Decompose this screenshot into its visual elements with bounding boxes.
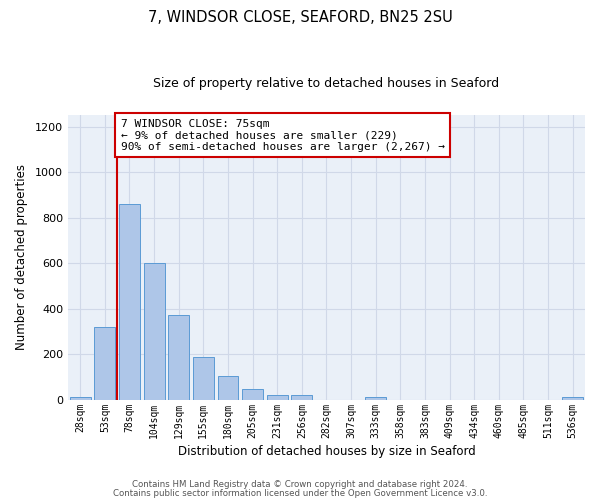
Bar [193, 358, 214, 400]
Text: Contains HM Land Registry data © Crown copyright and database right 2024.: Contains HM Land Registry data © Crown c… [132, 480, 468, 489]
Text: 7, WINDSOR CLOSE, SEAFORD, BN25 2SU: 7, WINDSOR CLOSE, SEAFORD, BN25 2SU [148, 10, 452, 25]
Text: Contains public sector information licensed under the Open Government Licence v3: Contains public sector information licen… [113, 489, 487, 498]
Bar [94, 327, 115, 400]
Bar [143, 263, 164, 400]
Bar [267, 395, 287, 400]
Text: 7 WINDSOR CLOSE: 75sqm
← 9% of detached houses are smaller (229)
90% of semi-det: 7 WINDSOR CLOSE: 75sqm ← 9% of detached … [121, 118, 445, 152]
Bar [70, 398, 91, 400]
Bar [365, 398, 386, 400]
X-axis label: Distribution of detached houses by size in Seaford: Distribution of detached houses by size … [178, 444, 475, 458]
Bar [218, 376, 238, 400]
Bar [242, 390, 263, 400]
Title: Size of property relative to detached houses in Seaford: Size of property relative to detached ho… [154, 78, 500, 90]
Bar [168, 316, 189, 400]
Y-axis label: Number of detached properties: Number of detached properties [15, 164, 28, 350]
Bar [562, 398, 583, 400]
Bar [292, 395, 313, 400]
Bar [119, 204, 140, 400]
